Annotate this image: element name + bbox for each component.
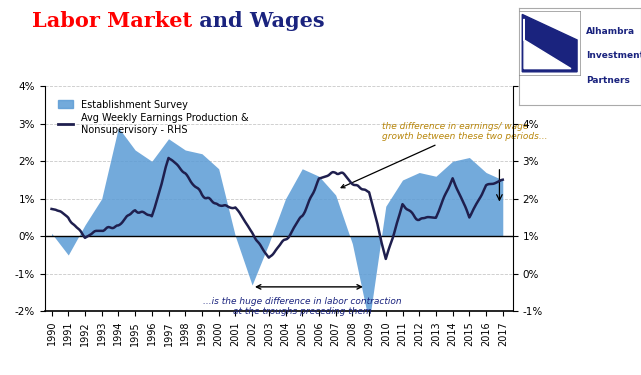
Text: the difference in earnings/ wage
growth between these two periods...: the difference in earnings/ wage growth … (341, 122, 548, 188)
Text: Partners: Partners (587, 76, 630, 85)
Text: Alhambra: Alhambra (587, 27, 635, 36)
Text: and Wages: and Wages (192, 11, 325, 31)
Text: ...is the huge difference in labor contraction
at the troughs preceding them: ...is the huge difference in labor contr… (203, 297, 401, 316)
Legend: Establishment Survey, Avg Weekly Earnings Production &
Nonsupervisory - RHS: Establishment Survey, Avg Weekly Earning… (54, 96, 252, 139)
Text: Labor Market: Labor Market (32, 11, 192, 31)
Polygon shape (522, 14, 577, 72)
Text: Investment: Investment (587, 51, 641, 60)
Polygon shape (524, 19, 571, 69)
